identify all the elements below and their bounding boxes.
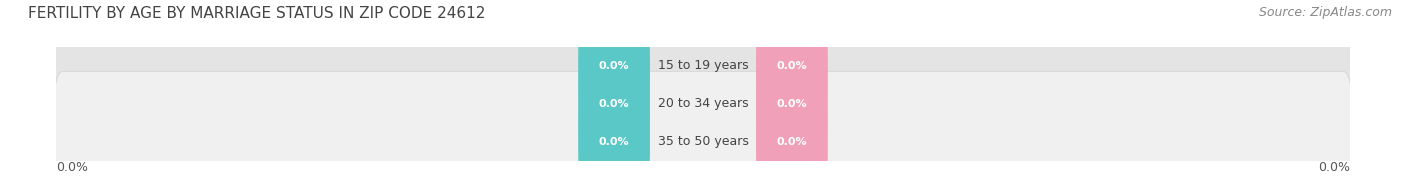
FancyBboxPatch shape <box>756 64 828 144</box>
FancyBboxPatch shape <box>53 0 1353 136</box>
Text: Source: ZipAtlas.com: Source: ZipAtlas.com <box>1258 6 1392 19</box>
Text: 0.0%: 0.0% <box>599 137 630 147</box>
Text: 0.0%: 0.0% <box>56 161 89 174</box>
Text: 15 to 19 years: 15 to 19 years <box>658 60 748 73</box>
Text: 0.0%: 0.0% <box>776 99 807 109</box>
FancyBboxPatch shape <box>53 33 1353 174</box>
Text: 0.0%: 0.0% <box>599 61 630 71</box>
FancyBboxPatch shape <box>756 102 828 181</box>
FancyBboxPatch shape <box>578 102 650 181</box>
FancyBboxPatch shape <box>756 26 828 106</box>
Text: 20 to 34 years: 20 to 34 years <box>658 97 748 110</box>
FancyBboxPatch shape <box>578 26 650 106</box>
Text: 0.0%: 0.0% <box>776 61 807 71</box>
Text: 0.0%: 0.0% <box>599 99 630 109</box>
Text: FERTILITY BY AGE BY MARRIAGE STATUS IN ZIP CODE 24612: FERTILITY BY AGE BY MARRIAGE STATUS IN Z… <box>28 6 485 21</box>
Text: 0.0%: 0.0% <box>776 137 807 147</box>
Text: 0.0%: 0.0% <box>1317 161 1350 174</box>
FancyBboxPatch shape <box>53 71 1353 196</box>
Text: 35 to 50 years: 35 to 50 years <box>658 135 748 148</box>
FancyBboxPatch shape <box>578 64 650 144</box>
